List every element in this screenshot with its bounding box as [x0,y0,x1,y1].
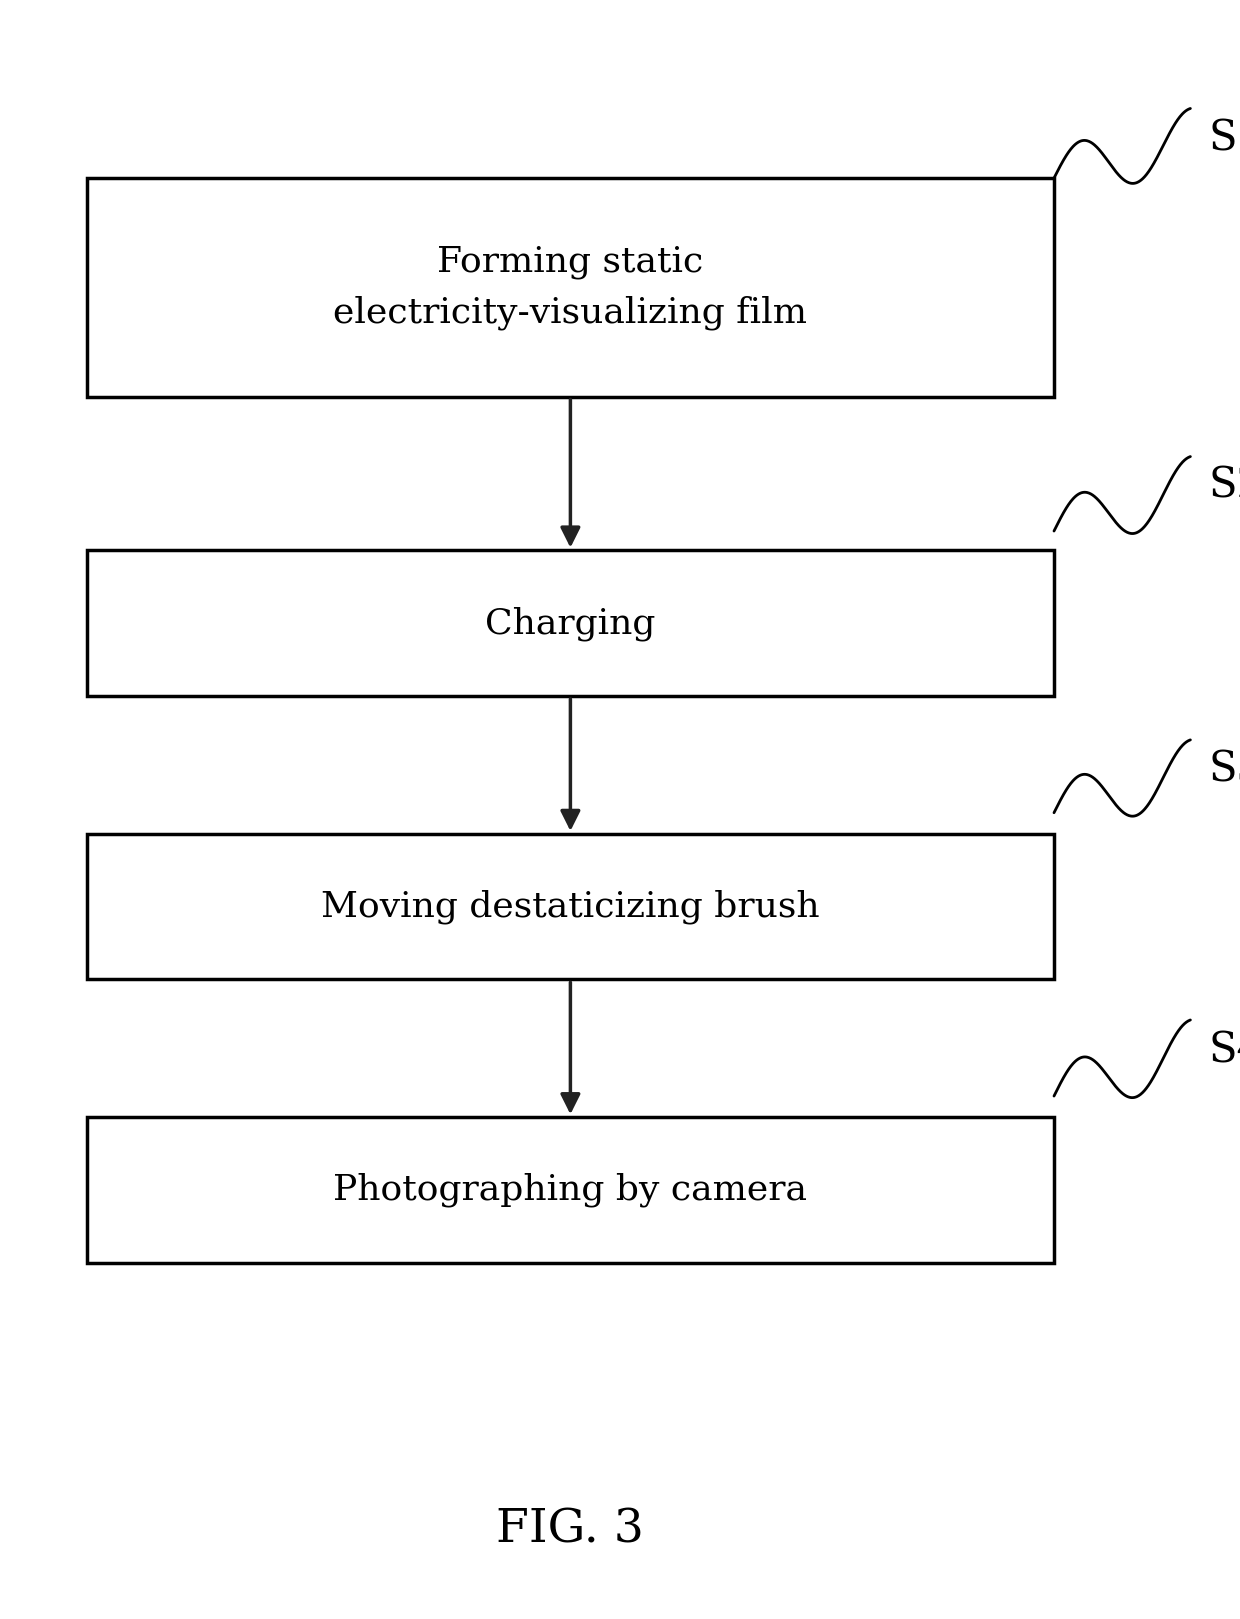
Bar [87,1117,1054,1263]
Bar [87,834,1054,979]
Bar [87,178,1054,397]
Text: FIG. 3: FIG. 3 [496,1507,645,1553]
Text: Moving destaticizing brush: Moving destaticizing brush [321,889,820,924]
Text: Photographing by camera: Photographing by camera [334,1172,807,1208]
Text: S2: S2 [1209,465,1240,507]
Text: Charging: Charging [485,606,656,641]
Bar [87,550,1054,696]
Text: S4: S4 [1209,1028,1240,1070]
Text: S3: S3 [1209,748,1240,790]
Text: Forming static
electricity-visualizing film: Forming static electricity-visualizing f… [334,244,807,330]
Text: S1: S1 [1209,117,1240,159]
